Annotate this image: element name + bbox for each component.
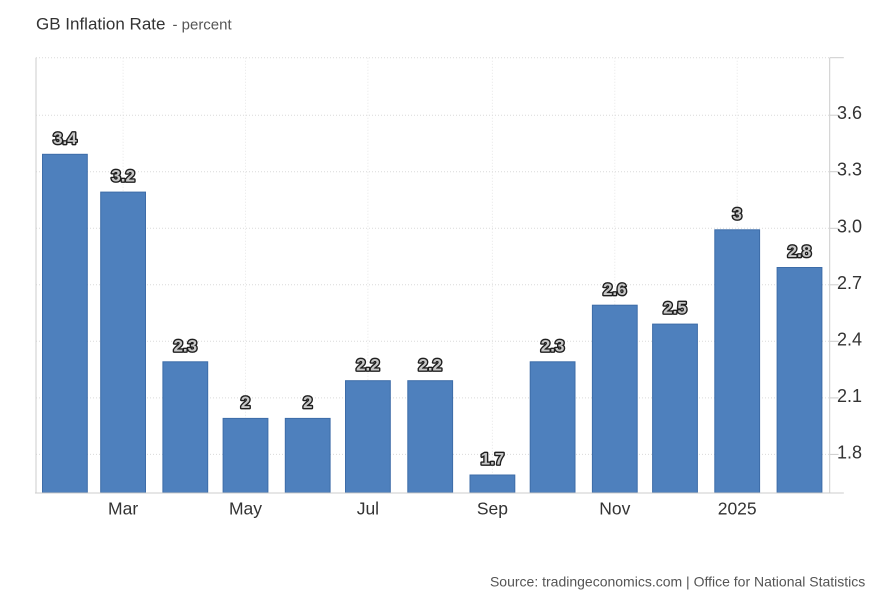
svg-text:1.8: 1.8 — [837, 442, 862, 462]
svg-text:2.1: 2.1 — [837, 386, 862, 406]
svg-text:3.2: 3.2 — [111, 167, 135, 186]
svg-text:Jul: Jul — [357, 499, 379, 519]
svg-text:1.7: 1.7 — [481, 450, 505, 469]
svg-text:3.0: 3.0 — [837, 216, 862, 236]
svg-text:Source: tradingeconomics.com |: Source: tradingeconomics.com | Office fo… — [490, 573, 865, 589]
svg-text:Sep: Sep — [477, 499, 508, 519]
svg-text:2.2: 2.2 — [418, 355, 442, 374]
svg-text:3.3: 3.3 — [837, 160, 862, 180]
svg-text:GB Inflation Rate- percent: GB Inflation Rate - percent — [36, 14, 232, 33]
svg-text:2.5: 2.5 — [663, 299, 687, 318]
svg-text:2.6: 2.6 — [603, 280, 627, 299]
svg-text:2.8: 2.8 — [788, 242, 812, 261]
svg-text:2.3: 2.3 — [173, 336, 197, 355]
svg-text:2025: 2025 — [718, 499, 757, 519]
svg-text:Mar: Mar — [108, 499, 138, 519]
svg-text:3.4: 3.4 — [53, 129, 77, 148]
svg-text:3: 3 — [732, 204, 741, 223]
svg-text:2: 2 — [303, 393, 312, 412]
svg-text:Nov: Nov — [599, 499, 630, 519]
svg-text:3.6: 3.6 — [837, 103, 862, 123]
svg-text:2.2: 2.2 — [356, 355, 380, 374]
svg-text:2.3: 2.3 — [541, 336, 565, 355]
svg-text:2.4: 2.4 — [837, 329, 862, 349]
svg-text:2.7: 2.7 — [837, 273, 862, 293]
svg-text:May: May — [229, 499, 262, 519]
svg-text:2: 2 — [241, 393, 250, 412]
